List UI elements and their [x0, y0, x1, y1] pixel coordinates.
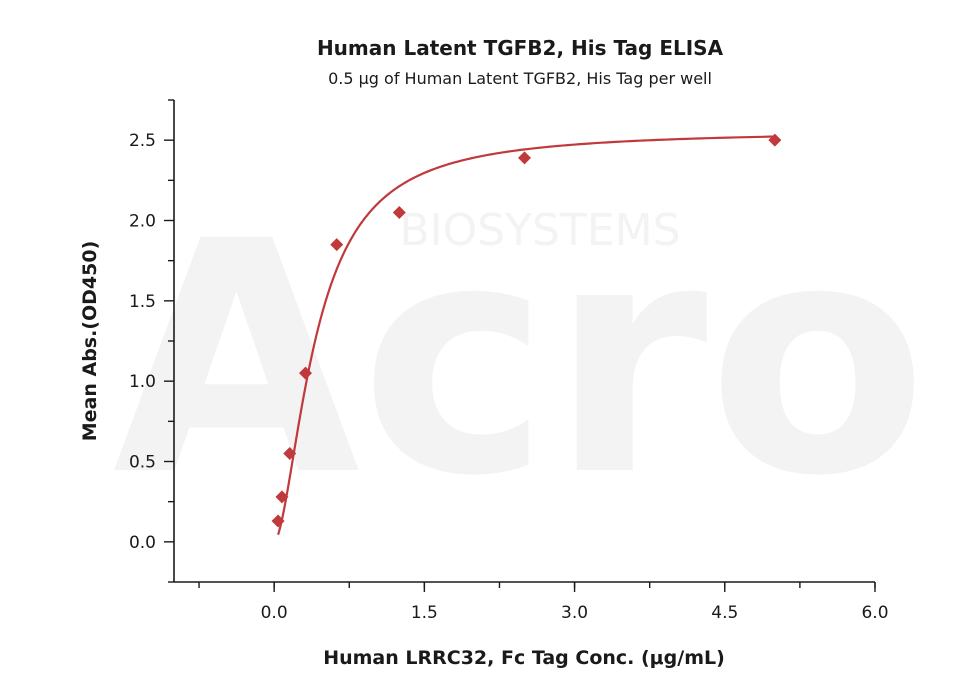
y-tick-label: 1.0 — [129, 372, 156, 392]
data-point — [275, 490, 289, 504]
y-axis-title: Mean Abs.(OD450) — [79, 241, 101, 442]
x-tick-label: 3.0 — [561, 603, 588, 623]
y-tick-label: 0.0 — [129, 533, 156, 553]
data-point — [392, 205, 406, 219]
data-points — [271, 133, 782, 528]
fit-curve — [277, 135, 775, 536]
data-point — [271, 514, 285, 528]
y-axis-ticks: 0.0 0.5 1.0 1.5 2.0 2.5 — [129, 99, 174, 583]
x-tick-label: 1.5 — [411, 603, 438, 623]
watermark-logo: Acro — [113, 174, 928, 546]
data-point — [768, 133, 782, 147]
data-point — [518, 151, 531, 165]
x-axis-title: Human LRRC32, Fc Tag Conc. (μg/mL) — [323, 647, 725, 669]
watermark: Acro BIOSYSTEMS — [113, 174, 928, 546]
y-tick-label: 0.5 — [129, 453, 156, 473]
data-point — [330, 238, 344, 252]
x-tick-label: 0.0 — [261, 603, 288, 623]
chart-title: Human Latent TGFB2, His Tag ELISA — [317, 36, 724, 60]
watermark-text: BIOSYSTEMS — [399, 205, 680, 256]
x-tick-label: 4.5 — [711, 603, 738, 623]
y-tick-label: 2.5 — [129, 131, 156, 151]
x-axis-ticks: 0.0 1.5 3.0 4.5 6.0 — [198, 582, 889, 623]
y-tick-label: 2.0 — [129, 212, 156, 232]
data-point — [283, 446, 297, 460]
y-tick-label: 1.5 — [129, 292, 156, 312]
data-point — [298, 366, 312, 380]
chart-subtitle: 0.5 μg of Human Latent TGFB2, His Tag pe… — [328, 69, 712, 88]
x-tick-label: 6.0 — [861, 603, 888, 623]
